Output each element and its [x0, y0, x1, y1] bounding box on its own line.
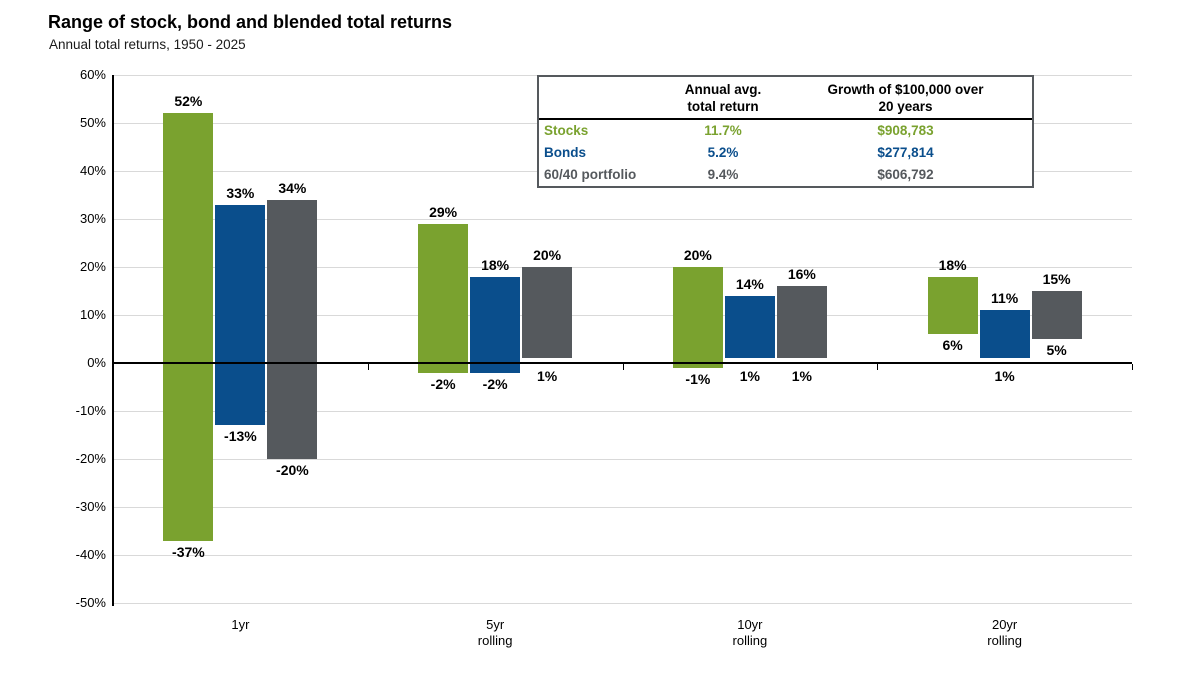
bar-low-label: 6%: [942, 337, 963, 354]
summary-table-header-row: Annual avg. total return Growth of $100,…: [539, 77, 1032, 120]
bar-high-label: 20%: [533, 247, 562, 263]
range-bar-60-40-portfolio: [522, 267, 573, 359]
x-axis-category-tick: [1132, 364, 1133, 370]
bar-low-label: 5%: [1046, 342, 1067, 358]
gridline: [113, 411, 1132, 412]
bar-low-label: 1%: [739, 368, 760, 384]
summary-table-body: Stocks 11.7% $908,783 Bonds 5.2% $277,814 60/4…: [539, 120, 1032, 186]
gridline: [113, 459, 1132, 460]
x-axis-zero-line: [113, 362, 1132, 364]
x-axis-category-tick: [368, 364, 369, 370]
x-axis-category-label: 5yr rolling: [477, 617, 513, 648]
bar-low-label: 1%: [994, 368, 1015, 384]
bar-high-label: 14%: [735, 275, 764, 292]
range-bar-60-40-portfolio: [776, 286, 827, 359]
x-axis-category-label: 10yr rolling: [732, 617, 768, 648]
bar-high-label: 18%: [938, 256, 967, 273]
summary-row-return: 9.4%: [707, 167, 739, 182]
gridline: [113, 507, 1132, 508]
bar-low-label: -2%: [430, 375, 456, 392]
y-axis-tick-label: -30%: [75, 499, 106, 514]
range-bar-stocks: [163, 113, 214, 541]
gridline: [113, 603, 1132, 604]
summary-row-return: 11.7%: [704, 123, 742, 138]
range-bar-bonds: [979, 310, 1030, 359]
summary-row-growth: $606,792: [877, 167, 934, 182]
bar-high-label: 34%: [278, 179, 307, 196]
bar-low-label: -20%: [276, 462, 309, 478]
bar-low-label: -37%: [172, 543, 205, 560]
bar-low-label: -2%: [482, 375, 508, 392]
bar-low-label: 1%: [791, 368, 812, 384]
y-axis-tick-label: 10%: [79, 307, 106, 322]
x-axis-category-tick: [623, 364, 624, 370]
bar-high-label: 20%: [683, 247, 712, 263]
gridline: [113, 315, 1132, 316]
bar-high-label: 11%: [991, 290, 1019, 307]
y-axis-tick-label: -10%: [75, 403, 106, 418]
bar-high-label: 29%: [429, 203, 458, 220]
y-axis-tick-label: 0%: [87, 355, 106, 370]
gridline: [113, 267, 1132, 268]
x-axis-category-label: 1yr: [231, 617, 250, 632]
chart-subtitle: Annual total returns, 1950 - 2025: [49, 37, 246, 52]
range-bar-bonds: [470, 276, 521, 373]
range-bar-stocks: [927, 276, 978, 335]
range-bar-60-40-portfolio: [1031, 291, 1082, 339]
summary-row-label: Stocks: [544, 123, 589, 138]
summary-table-header-return: Annual avg. total return: [684, 82, 762, 114]
bar-high-label: 16%: [787, 266, 816, 283]
bar-high-label: 52%: [174, 93, 203, 110]
y-axis-tick-label: 30%: [79, 211, 106, 226]
bar-low-label: -13%: [224, 428, 257, 445]
summary-table: Annual avg. total return Growth of $100,…: [537, 75, 1034, 188]
bar-low-label: -1%: [685, 370, 711, 387]
gridline: [113, 219, 1132, 220]
y-axis-tick-label: 20%: [79, 259, 106, 274]
summary-row-label: Bonds: [544, 145, 586, 160]
page-title: Range of stock, bond and blended total r…: [48, 12, 453, 32]
range-bar-stocks: [418, 223, 469, 373]
y-axis-tick-label: 50%: [79, 115, 106, 130]
bar-high-label: 33%: [226, 184, 255, 201]
range-bar-60-40-portfolio: [267, 199, 318, 459]
y-axis-line: [112, 75, 114, 606]
bar-high-label: 15%: [1042, 271, 1071, 287]
bar-high-label: 18%: [481, 256, 510, 273]
range-bar-stocks: [672, 267, 723, 368]
gridline: [113, 555, 1132, 556]
summary-row-label: 60/40 portfolio: [544, 167, 637, 182]
y-axis-tick-label: 60%: [79, 67, 106, 82]
summary-row-growth: $908,783: [877, 123, 934, 138]
summary-table-row: 60/40 portfolio 9.4% $606,792: [539, 164, 1032, 186]
y-axis-tick-label: -20%: [75, 451, 106, 466]
summary-table-header-blank: [539, 77, 667, 118]
summary-row-growth: $277,814: [877, 145, 934, 160]
summary-row-return: 5.2%: [707, 145, 739, 160]
x-axis-category-tick: [877, 364, 878, 370]
y-axis-tick-label: 40%: [79, 163, 106, 178]
summary-table-header-growth: Growth of $100,000 over 20 years: [827, 82, 984, 114]
bar-low-label: 1%: [537, 368, 558, 384]
y-axis-tick-label: -50%: [75, 595, 106, 610]
x-axis-category-label: 20yr rolling: [987, 617, 1022, 648]
y-axis-tick-label: -40%: [75, 547, 106, 562]
summary-table-row: Stocks 11.7% $908,783: [539, 120, 1032, 142]
range-bar-bonds: [215, 204, 266, 426]
summary-table-row: Bonds 5.2% $277,814: [539, 142, 1032, 164]
range-bar-bonds: [724, 295, 775, 359]
